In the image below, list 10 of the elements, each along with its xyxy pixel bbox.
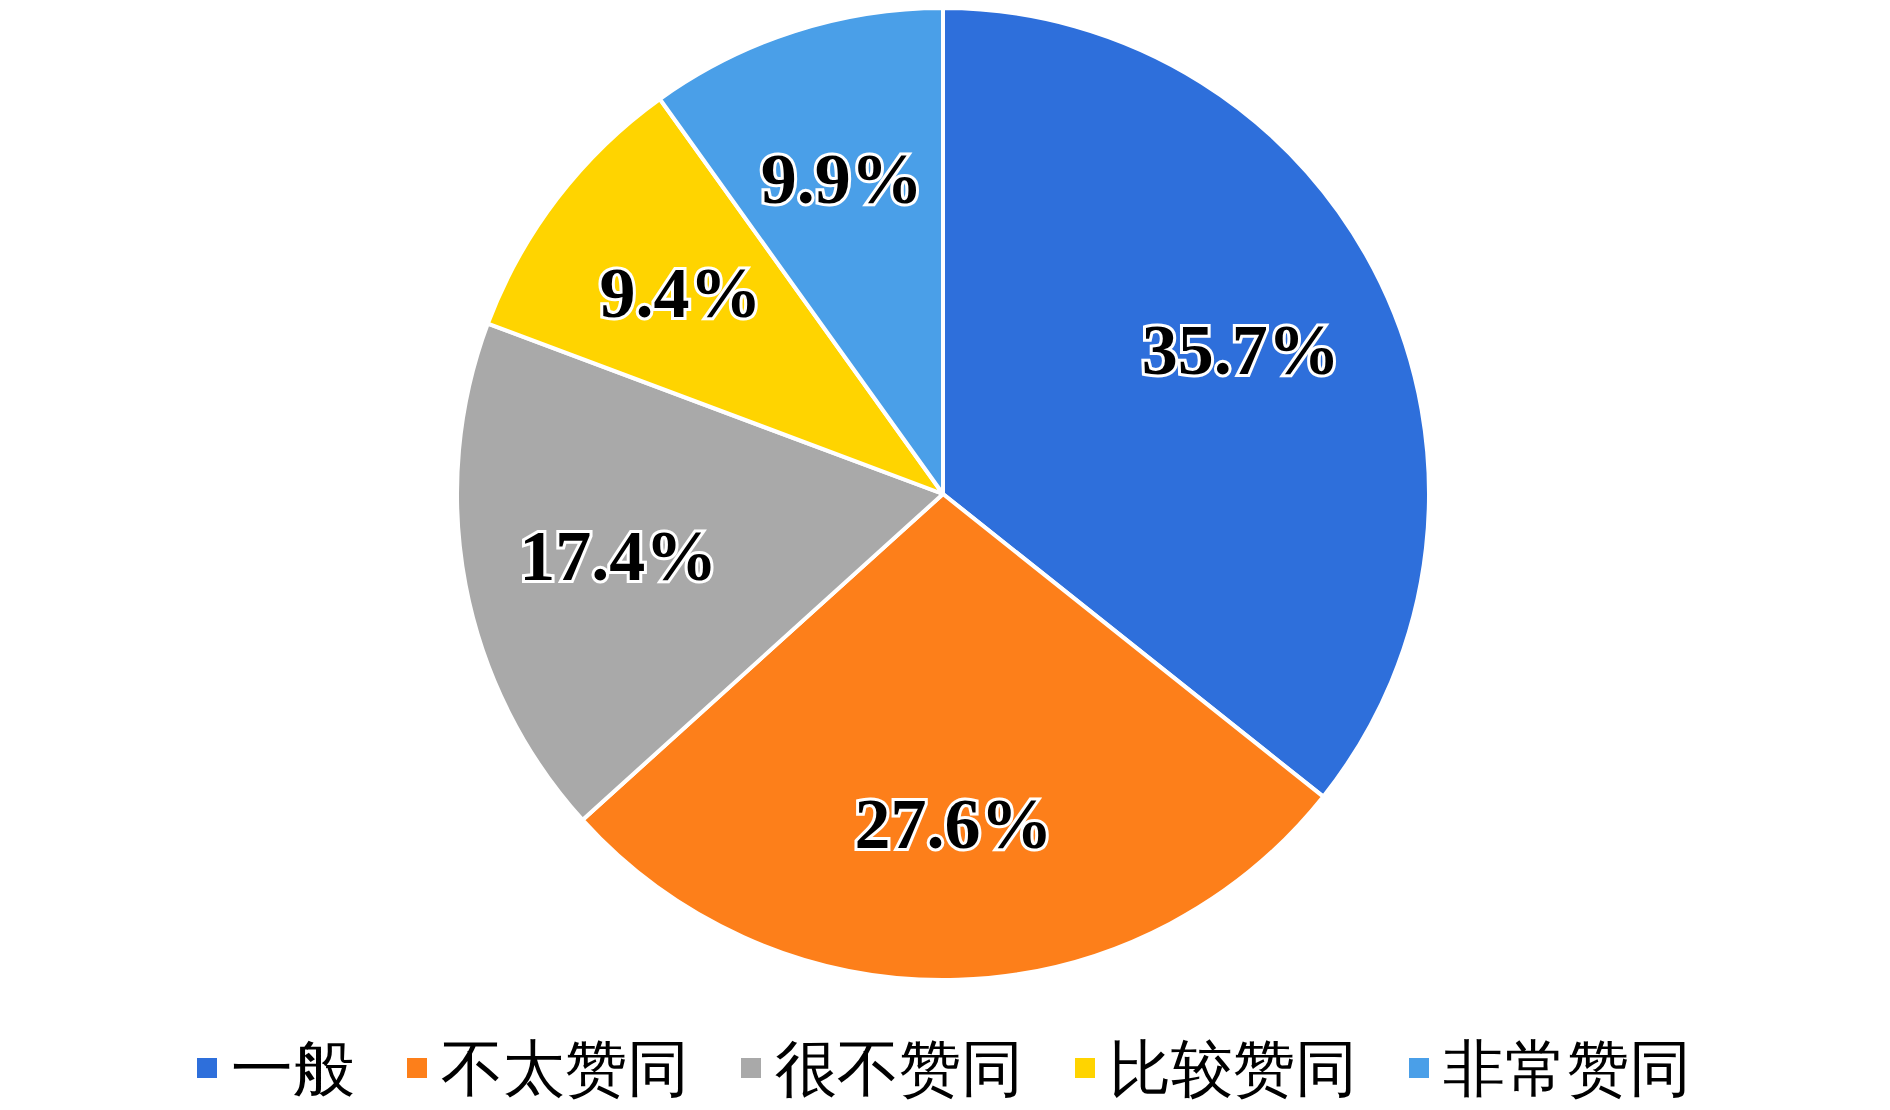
legend-label: 非常赞同 <box>1443 1031 1691 1105</box>
data-label: 9.4% <box>599 253 762 334</box>
data-label: 27.6% <box>854 784 1053 865</box>
legend-label: 不太赞同 <box>441 1031 689 1105</box>
legend-label: 很不赞同 <box>775 1031 1023 1105</box>
data-label: 35.7% <box>1141 310 1340 391</box>
legend-label: 比较赞同 <box>1109 1031 1357 1105</box>
legend-label: 一般 <box>231 1031 355 1105</box>
data-label: 9.9% <box>760 139 923 220</box>
data-label: 17.4% <box>519 515 718 596</box>
